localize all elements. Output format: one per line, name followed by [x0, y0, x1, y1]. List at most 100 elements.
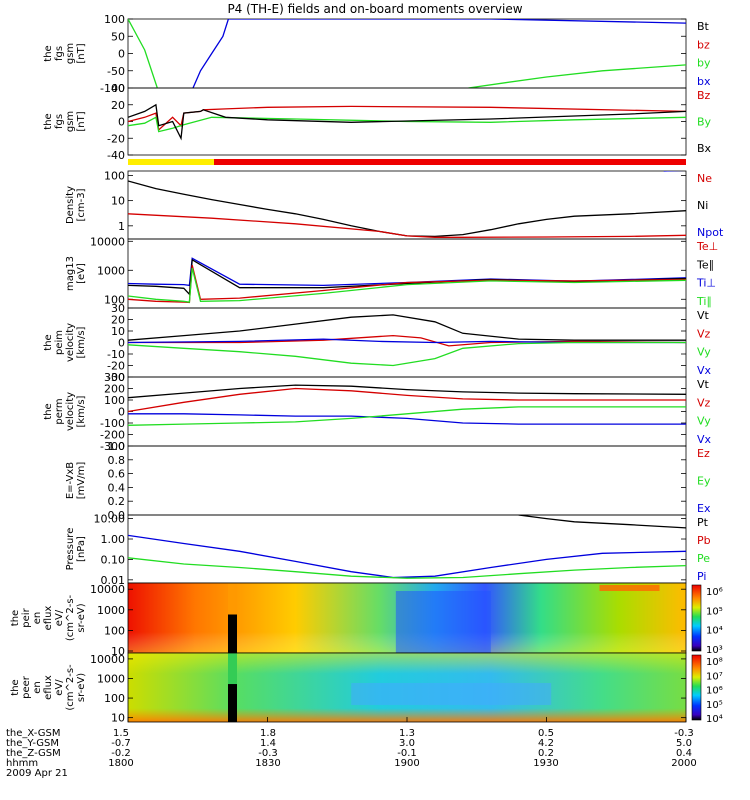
legend-entry: by	[697, 57, 711, 70]
legend-entry: Vx	[697, 433, 712, 446]
ephemeris-row-label: the_X-GSM	[6, 728, 60, 739]
legend-entry: Bx	[697, 142, 712, 155]
y-axis-title-line: the	[43, 113, 54, 129]
y-axis-title: the peer en eflux eV/(cm^2-s-sr-eV)	[10, 664, 87, 711]
panel-peer_eflux: 10⁸ 10⁷ 10⁶ 10⁵ 10⁴ 10000 1000 100 10 the peer en ef…	[10, 652, 723, 725]
y-tick-label: 0	[118, 48, 125, 61]
series-line-vz	[128, 387, 686, 413]
panel-peir_eflux: 10⁶ 10⁵ 10⁴ 10³ 10000 1000 100 10 the peir en eflux…	[10, 582, 723, 658]
series-line-pe	[128, 557, 686, 579]
legend-entry: Vy	[697, 346, 711, 359]
y-axis-title-line: the	[10, 679, 21, 695]
ephemeris-row-label: hhmm	[6, 758, 38, 769]
y-tick-label: 50	[111, 30, 125, 43]
data-gap-partial	[228, 583, 237, 615]
y-tick-label: 20	[111, 99, 125, 112]
y-axis-title-line: fgs	[54, 114, 65, 129]
ephemeris-value: -0.7	[111, 738, 131, 749]
series-group	[128, 257, 686, 304]
y-tick-label: 1000	[97, 604, 125, 617]
y-tick-label: 0.4	[108, 481, 126, 494]
legend-entry: Ti⊥	[696, 277, 716, 290]
y-axis-title-line: sr-eV)	[76, 673, 87, 702]
y-axis-title-line: the	[43, 403, 54, 419]
series-group	[128, 314, 686, 367]
series-line-by	[128, 19, 158, 88]
panel-frame	[127, 445, 687, 516]
legend-entry: Ez	[697, 447, 710, 460]
y-axis-title-line: eflux	[43, 606, 54, 631]
colorbar-tick-label: 10⁵	[706, 606, 723, 617]
panel-pressure: 10.00 1.00 0.10 0.01 Pressure [nPa] Pt Pb Pe Pi	[65, 513, 711, 587]
series-line-te	[128, 265, 686, 304]
colorbar-tick-label: 10⁷	[706, 671, 723, 682]
panel-efield: 1.00.80.60.40.20.0 E=-VxB [mV/m] Ez Ey Ex	[65, 440, 711, 522]
legend: Bt bz by bx	[697, 20, 711, 88]
series-group	[128, 19, 686, 88]
y-axis-title: the fgs gsm [nT]	[43, 111, 87, 132]
colorbar-scale	[691, 654, 702, 721]
legend-entry: bz	[697, 38, 710, 51]
y-axis-title: Pressure [nPa]	[65, 528, 87, 571]
colorbar-tick-label: 10⁶	[706, 587, 723, 598]
y-axis-title-line: peir	[21, 607, 32, 627]
legend: Bz By Bx	[697, 89, 712, 155]
y-axis-title-line: perm	[54, 398, 65, 424]
y-axis-title-line: (cm^2-s-	[65, 594, 76, 641]
y-tick-label: 1000	[97, 264, 125, 277]
panel-frame	[127, 238, 687, 309]
legend: Ez Ey Ex	[697, 447, 711, 515]
y-axis: 10000 1000 100	[90, 235, 686, 306]
y-tick-label: 100	[104, 169, 125, 182]
legend-entry: Vx	[697, 364, 712, 377]
legend-entry: Vt	[697, 309, 710, 322]
legend-entry: Ex	[697, 502, 711, 515]
y-axis-title-line: [nPa]	[76, 536, 87, 562]
y-tick-label: 40	[111, 82, 125, 95]
panel-frame	[127, 170, 687, 240]
y-axis-title-line: [km/s]	[76, 395, 87, 427]
y-tick-label: 100	[104, 13, 125, 26]
legend: Vt Vz Vy Vx	[697, 378, 712, 446]
y-tick-label: 0	[118, 337, 125, 350]
y-axis-title-line: gsm	[65, 111, 76, 132]
y-tick-label: 200	[104, 383, 125, 396]
legend-entry: Vy	[697, 415, 711, 428]
series-line-vt	[128, 314, 686, 341]
ephemeris-value: 1930	[533, 758, 558, 769]
ephemeris-value: 1.4	[260, 738, 276, 749]
y-tick-label: 10	[111, 325, 125, 338]
y-tick-label: -200	[100, 429, 125, 442]
y-axis: 100 10 1	[104, 169, 686, 233]
series-line-ti	[128, 267, 686, 303]
y-tick-label: -300	[100, 440, 125, 453]
y-tick-label: -20	[107, 132, 125, 145]
ephemeris-value: 4.2	[538, 738, 554, 749]
series-group	[128, 171, 686, 238]
y-tick-label: 30	[111, 302, 125, 315]
series-line-pi	[128, 534, 686, 579]
series-line-by	[128, 116, 686, 133]
y-axis: 1.00.80.60.40.20.0	[108, 440, 686, 522]
y-axis-title: mag13 [eV]	[65, 256, 87, 291]
colorbar: 10⁸ 10⁷ 10⁶ 10⁵ 10⁴	[691, 654, 723, 725]
ephemeris-value: -0.2	[111, 748, 131, 759]
ephemeris-value: 1800	[108, 758, 133, 769]
panel-frame	[127, 376, 687, 447]
y-tick-label: 0.2	[108, 495, 126, 508]
y-tick-label: 0.0	[108, 509, 126, 522]
colorbar-tick-label: 10⁴	[706, 714, 723, 725]
legend-entry: Npot	[697, 226, 724, 239]
y-tick-label: 0	[118, 406, 125, 419]
legend-entry: Ti∥	[696, 295, 712, 308]
y-tick-label: 100	[104, 624, 125, 637]
spectrogram	[128, 653, 686, 722]
data-gap	[228, 653, 237, 722]
y-axis-title-line: [nT]	[76, 111, 87, 131]
panel-fgs_gsm: 40 20 0 -20 -40 the fgs gsm [nT] Bz By Bx	[43, 82, 712, 162]
legend-entry: Vz	[697, 327, 711, 340]
y-tick-label: 10	[111, 195, 125, 208]
mode-flag-fast	[214, 159, 686, 165]
